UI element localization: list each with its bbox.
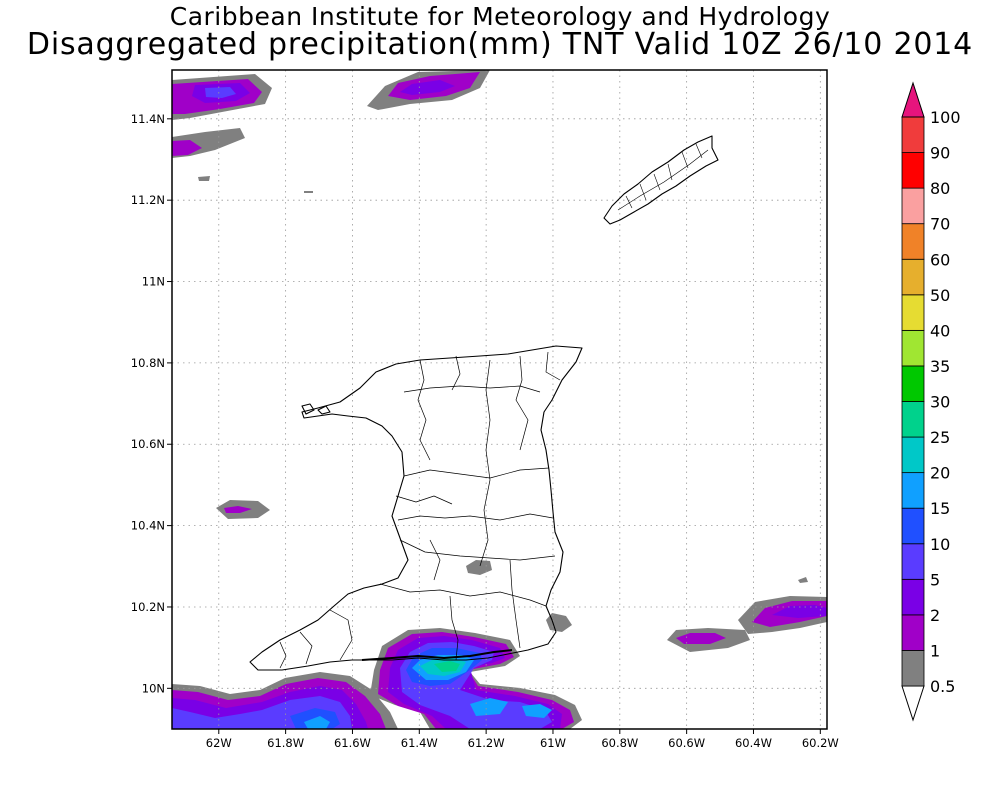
colorbar-swatch bbox=[901, 223, 925, 260]
precip-cell bbox=[304, 191, 313, 193]
colorbar-label: 50 bbox=[930, 286, 950, 305]
x-axis: 62W 61.8W 61.6W 61.4W 61.2W 61W 60.8W 60.6W 60.4… bbox=[206, 729, 839, 750]
colorbar-swatch bbox=[901, 116, 925, 153]
y-tick-label: 10.4N bbox=[131, 519, 165, 533]
colorbar-label: 60 bbox=[930, 250, 950, 269]
precip-cell bbox=[466, 560, 492, 575]
colorbar-label: 20 bbox=[930, 464, 950, 483]
precip-cell bbox=[798, 577, 808, 583]
precip-cell bbox=[400, 80, 455, 95]
colorbar-label: 5 bbox=[930, 570, 940, 589]
precip-cell bbox=[224, 506, 252, 513]
plot-area bbox=[172, 70, 827, 729]
graticule bbox=[172, 70, 827, 729]
precip-cell bbox=[434, 661, 460, 672]
colorbar-label: 90 bbox=[930, 144, 950, 163]
precip-cell bbox=[546, 613, 572, 632]
colorbar-swatch bbox=[901, 329, 925, 367]
x-tick-label: 61.8W bbox=[267, 736, 304, 750]
colorbar-swatch bbox=[901, 543, 925, 580]
colorbar-swatch bbox=[901, 294, 925, 331]
colorbar-label: 10 bbox=[930, 535, 950, 554]
x-tick-label: 60.2W bbox=[802, 736, 839, 750]
y-tick-label: 11.4N bbox=[131, 112, 165, 126]
x-tick-label: 60.8W bbox=[601, 736, 638, 750]
colorbar-swatch bbox=[901, 187, 925, 225]
y-tick-label: 11.2N bbox=[131, 193, 165, 207]
institute-title: Caribbean Institute for Meteorology and … bbox=[169, 2, 831, 31]
colorbar-label: 40 bbox=[930, 321, 950, 340]
bocas-islands bbox=[301, 403, 315, 415]
y-axis: 11.4N 11.2N 11N 10.8N 10.6N 10.4N 10.2N 10N bbox=[131, 112, 172, 695]
colorbar-swatch bbox=[901, 578, 925, 616]
x-tick-label: 61.2W bbox=[468, 736, 505, 750]
trinidad-coastline bbox=[249, 345, 583, 671]
colorbar-swatch bbox=[901, 152, 925, 189]
colorbar-label: 35 bbox=[930, 357, 950, 376]
x-tick-label: 62W bbox=[206, 736, 232, 750]
x-tick-label: 61.6W bbox=[334, 736, 371, 750]
colorbar-label: 15 bbox=[930, 499, 950, 518]
colorbar-swatch bbox=[901, 258, 925, 296]
colorbar-swatch bbox=[901, 650, 925, 687]
y-tick-label: 10.6N bbox=[131, 437, 165, 451]
colorbar-label: 2 bbox=[930, 606, 940, 625]
colorbar-swatch bbox=[901, 365, 925, 402]
precip-cell bbox=[172, 140, 202, 156]
plot-frame bbox=[171, 69, 828, 730]
colorbar-label: 80 bbox=[930, 179, 950, 198]
x-tick-label: 61.4W bbox=[401, 736, 438, 750]
map-title: Disaggregated precipitation(mm) TNT Vali… bbox=[26, 27, 974, 62]
precip-cell bbox=[198, 176, 210, 181]
precip-cell bbox=[522, 704, 552, 718]
colorbar-label: 1 bbox=[930, 641, 940, 660]
trinidad-coastline-south bbox=[361, 649, 513, 661]
colorbar-swatch bbox=[901, 401, 925, 438]
colorbar-label: 70 bbox=[930, 215, 950, 234]
precip-layer bbox=[172, 70, 827, 729]
colorbar-swatch bbox=[901, 507, 925, 545]
y-tick-label: 10N bbox=[142, 681, 165, 695]
colorbar-swatch bbox=[901, 472, 925, 509]
bocas-islands bbox=[317, 405, 331, 415]
colorbar-under-triangle bbox=[901, 685, 925, 722]
colorbar-swatch bbox=[901, 436, 925, 474]
colorbar-label: 25 bbox=[930, 428, 950, 447]
x-tick-label: 60.6W bbox=[668, 736, 705, 750]
y-tick-label: 10.2N bbox=[131, 600, 165, 614]
y-tick-label: 10.8N bbox=[131, 356, 165, 370]
colorbar-label: 0.5 bbox=[930, 677, 955, 696]
y-tick-label: 11N bbox=[142, 275, 165, 289]
colorbar-label: 100 bbox=[930, 108, 961, 127]
precip-cell bbox=[470, 698, 508, 716]
tobago-coastline bbox=[603, 135, 719, 225]
precip-cell bbox=[772, 605, 827, 618]
tobago-island bbox=[603, 135, 719, 225]
x-tick-label: 60.4W bbox=[735, 736, 772, 750]
precip-cell bbox=[205, 87, 236, 98]
county-boundaries bbox=[279, 351, 561, 669]
precip-cell bbox=[676, 633, 726, 644]
precip-cell bbox=[304, 716, 330, 729]
colorbar-label: 30 bbox=[930, 393, 950, 412]
trinidad-island bbox=[249, 345, 583, 671]
colorbar-swatch bbox=[901, 614, 925, 651]
x-tick-label: 61W bbox=[540, 736, 566, 750]
colorbar-over-triangle bbox=[901, 81, 925, 118]
